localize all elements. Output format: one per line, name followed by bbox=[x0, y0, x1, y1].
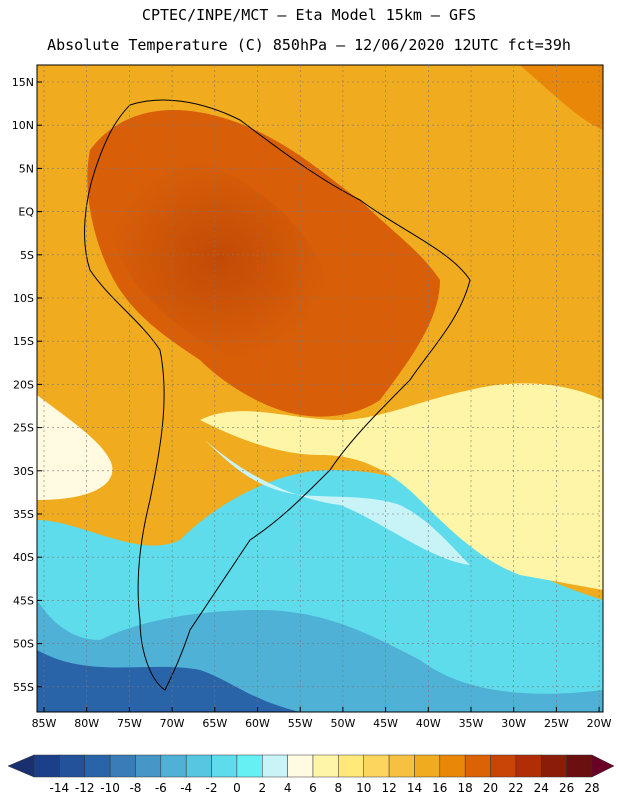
chart-title-line1: CPTEC/INPE/MCT – Eta Model 15km – GFS bbox=[141, 6, 477, 24]
chart-title-line2: Absolute Temperature (C) 850hPa – 12/06/… bbox=[47, 36, 571, 54]
colorbar-label: -14 bbox=[50, 781, 70, 795]
lon-label: 60W bbox=[245, 717, 270, 730]
lon-label: 65W bbox=[202, 717, 227, 730]
lat-label: 25S bbox=[13, 422, 34, 435]
lat-label: 5S bbox=[20, 249, 34, 262]
field-hot-core bbox=[107, 157, 330, 360]
colorbar-label: 14 bbox=[407, 781, 422, 795]
colorbar-label: -6 bbox=[155, 781, 167, 795]
colorbar-swatch bbox=[388, 754, 415, 778]
lon-label: 25W bbox=[544, 717, 569, 730]
lat-label: 50S bbox=[13, 638, 34, 651]
colorbar-swatch bbox=[185, 754, 212, 778]
field-northeast-warm bbox=[520, 65, 603, 130]
colorbar-swatch bbox=[236, 754, 263, 778]
colorbar-label: -10 bbox=[100, 781, 120, 795]
longitude-axis: 85W 80W 75W 70W 65W 60W 55W 50W 45W 40W 35W 30W 25W 2… bbox=[32, 707, 612, 730]
lat-label: 5N bbox=[19, 162, 34, 175]
lat-label: 15N bbox=[12, 76, 34, 89]
lat-label: 15S bbox=[13, 335, 34, 348]
colorbar-swatch bbox=[262, 754, 288, 778]
colorbar-label: 4 bbox=[284, 781, 292, 795]
colorbar-high-arrow bbox=[591, 754, 615, 778]
lat-label: 45S bbox=[13, 594, 34, 607]
colorbar-label: 24 bbox=[534, 781, 549, 795]
lon-label: 85W bbox=[32, 717, 57, 730]
colorbar-swatch bbox=[59, 754, 85, 778]
lon-label: 75W bbox=[117, 717, 142, 730]
lon-label: 20W bbox=[587, 717, 612, 730]
temperature-field bbox=[37, 65, 603, 712]
colorbar-label: -2 bbox=[206, 781, 218, 795]
lat-label: 20S bbox=[13, 378, 34, 391]
colorbar-label: -12 bbox=[75, 781, 95, 795]
lon-label: 45W bbox=[373, 717, 398, 730]
colorbar-swatch bbox=[363, 754, 390, 778]
colorbar-label: 28 bbox=[584, 781, 599, 795]
lat-label: 30S bbox=[13, 465, 34, 478]
lon-label: 30W bbox=[501, 717, 526, 730]
colorbar-label: 22 bbox=[508, 781, 523, 795]
colorbar-swatch bbox=[84, 754, 111, 778]
latitude-axis: 15N 10N 5N EQ 5S 10S 15S 20S 25S 30S 35S 40S 45S 50S 5… bbox=[12, 76, 42, 694]
colorbar-low-arrow bbox=[7, 754, 35, 778]
field-pacific-light bbox=[37, 395, 113, 500]
lon-label: 80W bbox=[74, 717, 99, 730]
graticule bbox=[37, 65, 603, 712]
lat-label: 40S bbox=[13, 551, 34, 564]
colorbar-swatch bbox=[109, 754, 136, 778]
lon-label: 55W bbox=[288, 717, 313, 730]
colorbar-swatch bbox=[135, 754, 162, 778]
colorbar-swatch bbox=[338, 754, 364, 778]
field-atlantic-yellow bbox=[200, 383, 603, 590]
lat-label: 10N bbox=[12, 119, 34, 132]
colorbar-label: -4 bbox=[180, 781, 192, 795]
lat-label: 10S bbox=[13, 292, 34, 305]
colorbar-swatch bbox=[541, 754, 567, 778]
colorbar-swatch bbox=[414, 754, 441, 778]
colorbar-swatch bbox=[287, 754, 314, 778]
colorbar-swatch bbox=[464, 754, 491, 778]
lon-label: 40W bbox=[416, 717, 441, 730]
colorbar-swatch bbox=[33, 754, 60, 778]
colorbar-swatch bbox=[160, 754, 187, 778]
lon-label: 70W bbox=[160, 717, 185, 730]
lon-label: 35W bbox=[459, 717, 484, 730]
colorbar-label: 10 bbox=[356, 781, 371, 795]
lat-label: 55S bbox=[13, 681, 34, 694]
colorbar-label: 18 bbox=[458, 781, 473, 795]
colorbar-label: 16 bbox=[432, 781, 447, 795]
colorbar-swatch bbox=[312, 754, 339, 778]
colorbar-label: 12 bbox=[381, 781, 396, 795]
colorbar-label: 20 bbox=[483, 781, 498, 795]
field-transition-cyan bbox=[205, 440, 470, 565]
colorbar-swatch bbox=[211, 754, 238, 778]
colorbar-label: 0 bbox=[233, 781, 241, 795]
lon-label: 50W bbox=[330, 717, 355, 730]
lat-label: 35S bbox=[13, 508, 34, 521]
temperature-map: 15N 10N 5N EQ 5S 10S 15S 20S 25S 30S 35S 40S 45S 50S 5… bbox=[12, 64, 612, 730]
colorbar-label: 26 bbox=[559, 781, 574, 795]
colorbar-label: 2 bbox=[258, 781, 266, 795]
continent-outline bbox=[84, 99, 471, 691]
field-coldest-band bbox=[37, 650, 300, 712]
map-border bbox=[36, 64, 604, 713]
lat-label: EQ bbox=[18, 206, 34, 219]
colorbar-swatch bbox=[490, 754, 517, 778]
colorbar-label: -8 bbox=[129, 781, 141, 795]
colorbar-label: 6 bbox=[309, 781, 317, 795]
colorbar: -14 -12 -10 -8 -6 -4 -2 0 2 4 6 8 10 12 14 16 18 20 22 24 26… bbox=[7, 754, 615, 795]
colorbar-swatch bbox=[515, 754, 542, 778]
colorbar-label: 8 bbox=[335, 781, 343, 795]
colorbar-swatch bbox=[566, 754, 593, 778]
colorbar-swatch bbox=[439, 754, 466, 778]
